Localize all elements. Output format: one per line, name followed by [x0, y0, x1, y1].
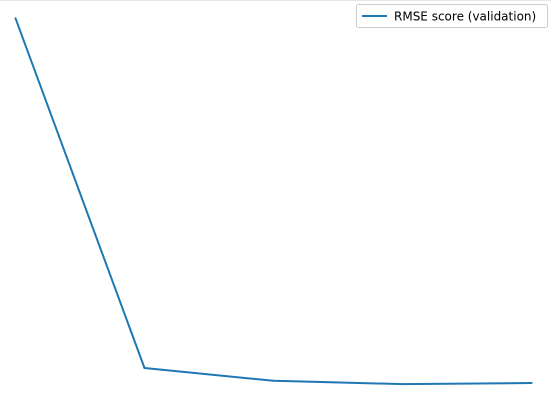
legend: RMSE score (validation) — [356, 4, 548, 28]
series-line-0 — [14, 17, 532, 386]
data-point-0-0 — [14, 17, 17, 20]
data-point-0-3 — [401, 383, 404, 386]
data-point-0-1 — [143, 367, 146, 369]
legend-box — [356, 4, 548, 28]
plot-area — [14, 17, 533, 386]
legend-label-rmse: RMSE score (validation) — [394, 10, 536, 24]
data-point-0-4 — [530, 382, 533, 384]
data-point-0-2 — [272, 379, 275, 382]
